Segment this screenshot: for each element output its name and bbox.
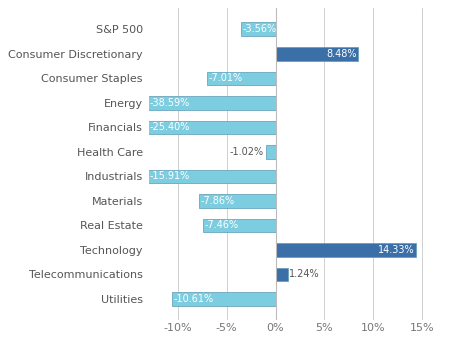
Text: -38.59%: -38.59% (150, 98, 190, 108)
Text: -1.02%: -1.02% (230, 147, 264, 157)
Bar (202, 219, 275, 232)
Bar (275, 47, 358, 60)
Text: -15.91%: -15.91% (150, 172, 190, 181)
Text: 1.24%: 1.24% (289, 269, 320, 280)
Text: -7.01%: -7.01% (208, 73, 243, 83)
Text: -25.40%: -25.40% (150, 122, 190, 132)
Bar (0, 96, 275, 109)
Bar (120, 169, 275, 183)
Text: 8.48%: 8.48% (326, 49, 357, 59)
Text: -7.86%: -7.86% (200, 196, 234, 206)
Text: -7.46%: -7.46% (204, 220, 238, 231)
Bar (199, 194, 275, 208)
Bar (241, 23, 275, 36)
Text: 14.33%: 14.33% (378, 245, 414, 255)
Text: -10.61%: -10.61% (173, 294, 213, 304)
Text: -3.56%: -3.56% (242, 24, 276, 34)
Bar (275, 243, 416, 257)
Bar (266, 145, 275, 159)
Bar (207, 72, 275, 85)
Bar (27, 121, 275, 134)
Bar (172, 292, 275, 306)
Bar (275, 268, 288, 281)
